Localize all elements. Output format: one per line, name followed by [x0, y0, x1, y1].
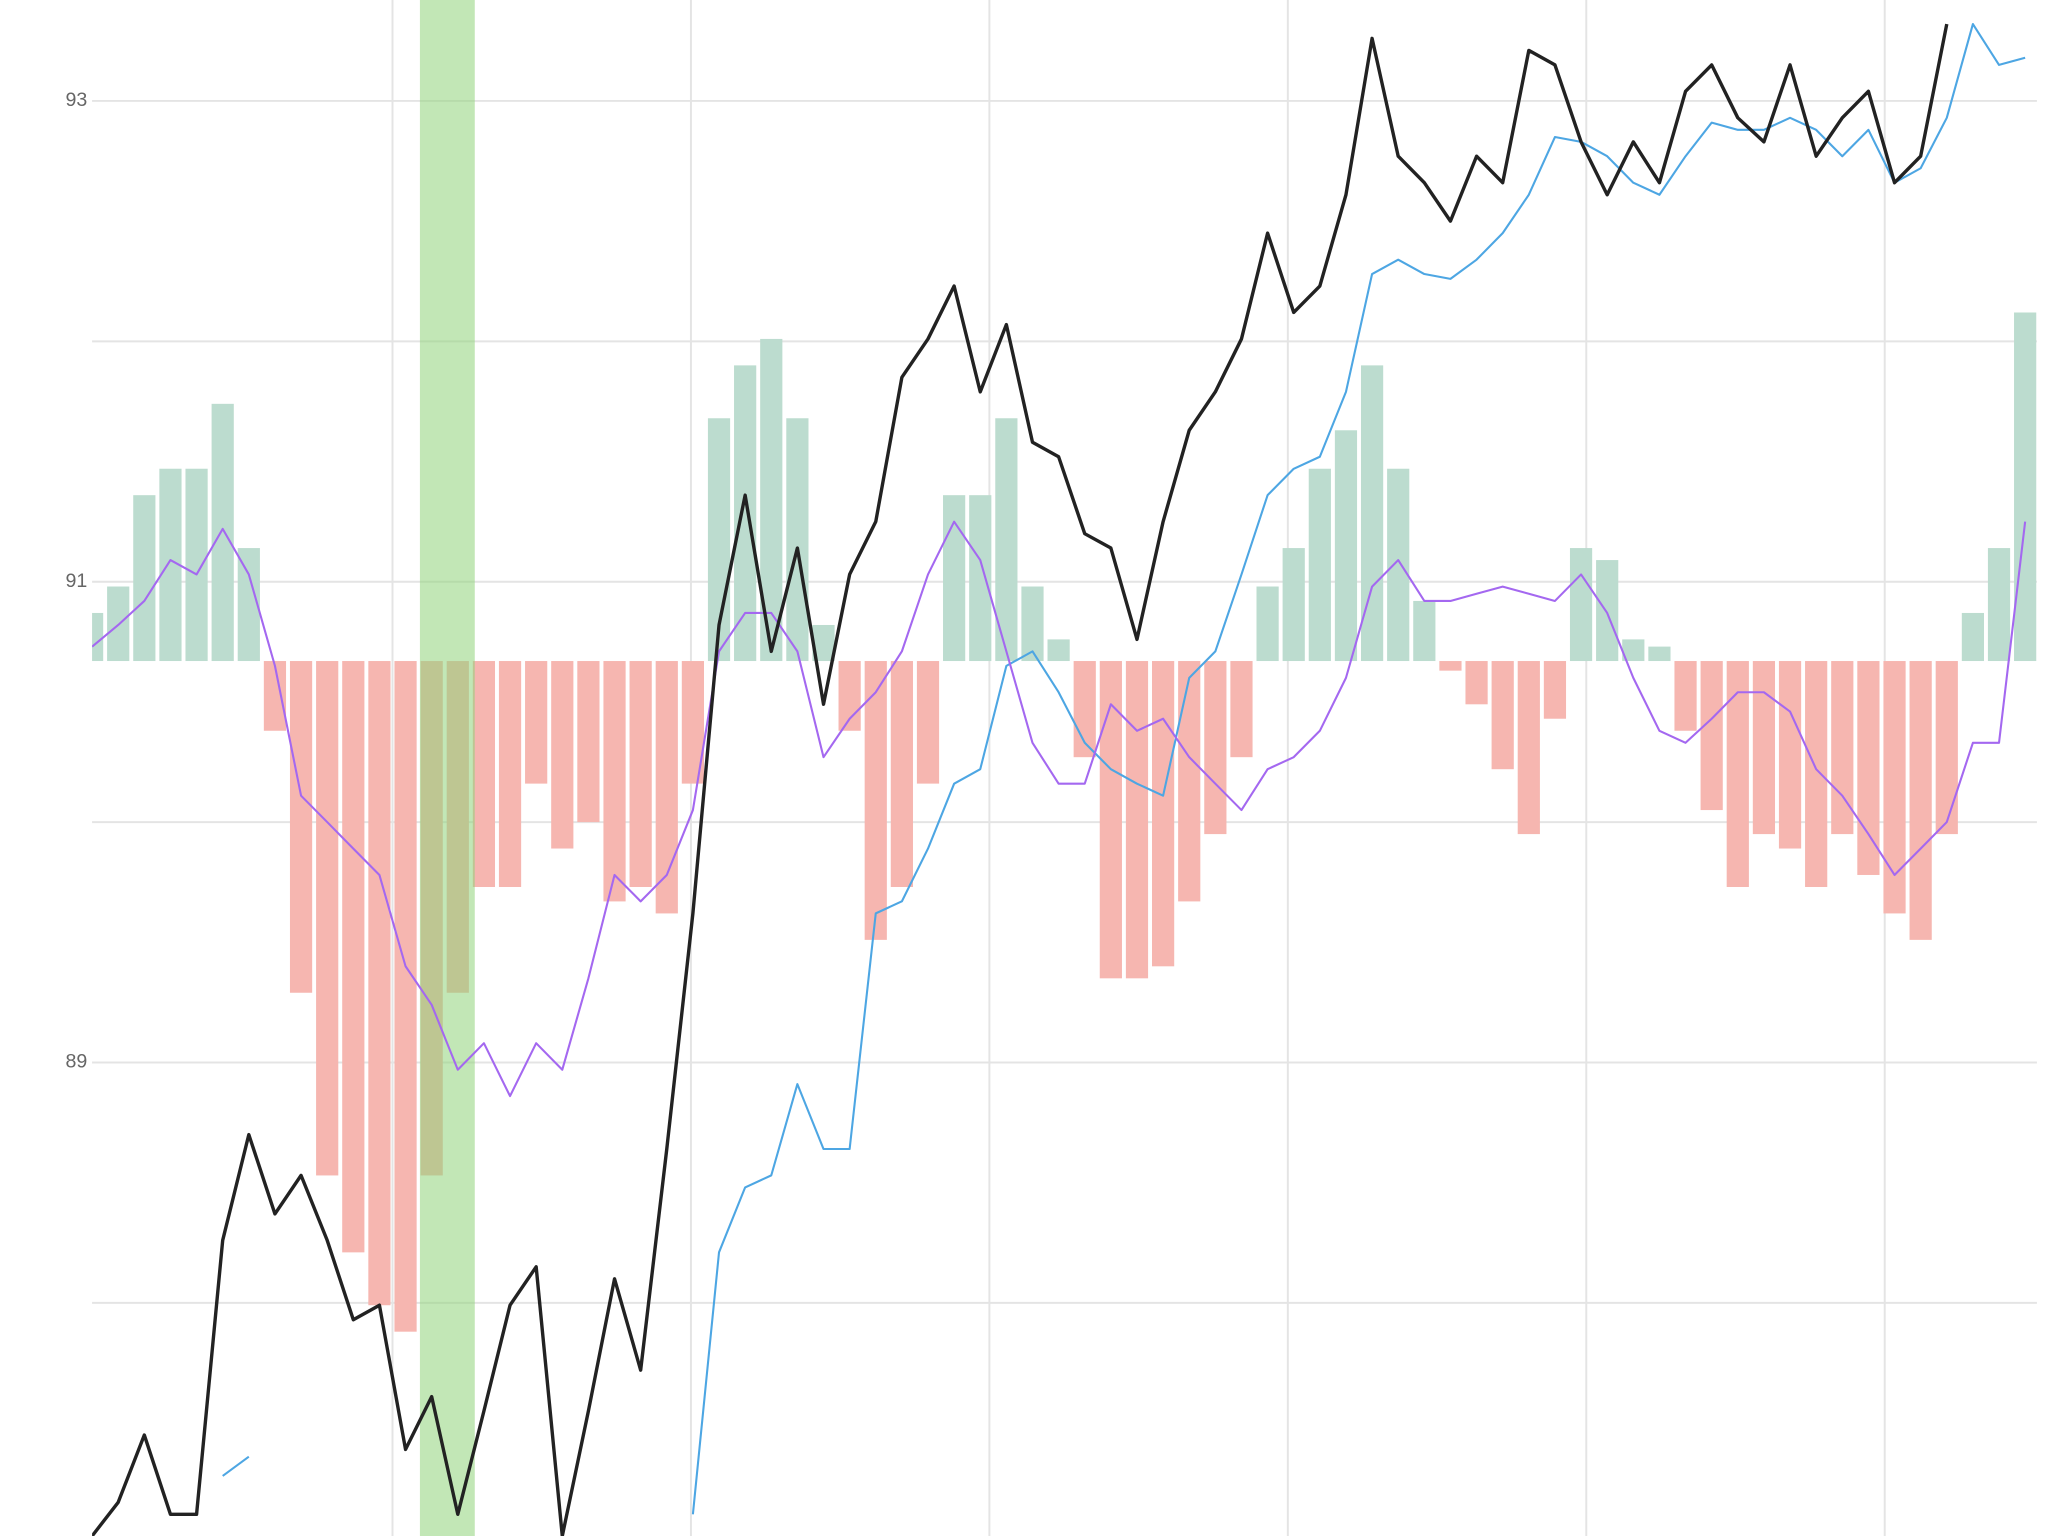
histogram-bar: [1935, 661, 1958, 835]
histogram-bar: [864, 661, 887, 940]
histogram-bar: [577, 661, 600, 823]
histogram-bar: [1021, 586, 1044, 662]
histogram-bar: [1152, 661, 1175, 967]
histogram-bar: [1439, 661, 1462, 671]
histogram-bar: [1517, 661, 1540, 835]
histogram-bar: [995, 418, 1018, 662]
histogram-bar: [1700, 661, 1723, 811]
highlight-band: [419, 0, 475, 1536]
histogram-bar: [1413, 600, 1436, 662]
y-tick-label: 91: [66, 570, 88, 592]
histogram-bar: [943, 495, 966, 662]
histogram-bar: [734, 365, 757, 662]
plot-area: [92, 0, 2037, 1536]
histogram-bar: [2014, 312, 2037, 662]
histogram-bar: [1596, 560, 1619, 662]
histogram-bar: [1987, 548, 2011, 662]
histogram-bar: [890, 661, 913, 887]
histogram-bar: [394, 661, 417, 1332]
histogram-bar: [289, 661, 313, 993]
histogram-bar: [472, 661, 496, 887]
histogram-bar: [760, 338, 783, 662]
histogram-bar: [916, 661, 940, 784]
histogram-bar: [1883, 661, 1906, 914]
histogram-bar: [133, 495, 156, 662]
histogram-bar: [316, 661, 339, 1176]
histogram-bar: [1387, 468, 1410, 662]
histogram-bar: [629, 661, 652, 887]
histogram-bar: [368, 661, 391, 1306]
histogram-bar: [185, 468, 208, 662]
histogram-bar: [1648, 646, 1671, 662]
series-line: [92, 23, 1949, 1536]
histogram-bar: [1805, 661, 1828, 887]
histogram-bar: [211, 403, 234, 662]
histogram-bar: [551, 661, 574, 849]
histogram-bar: [1465, 661, 1488, 705]
histogram-bar: [1230, 661, 1253, 758]
histogram-bar: [655, 661, 678, 914]
histogram-bar: [263, 661, 287, 731]
histogram-bar: [1360, 365, 1384, 662]
histogram-bar: [342, 661, 365, 1253]
histogram-bar: [812, 624, 835, 662]
histogram-bar: [92, 612, 104, 662]
histogram-bar: [603, 661, 626, 902]
histogram-bar: [1622, 639, 1645, 662]
histogram-bar: [1204, 661, 1227, 835]
histogram-bar: [1282, 548, 1305, 662]
histogram-bar: [969, 495, 992, 662]
histogram-bar: [1099, 661, 1122, 979]
histogram-bar: [1125, 661, 1149, 979]
histogram-bar: [1909, 661, 1932, 940]
histogram-bar: [1752, 661, 1776, 835]
histogram-bar: [498, 661, 522, 887]
histogram-bar: [1491, 661, 1514, 770]
series-line: [222, 22, 2026, 1515]
histogram-bar: [1047, 639, 1070, 662]
histogram-bar: [525, 661, 548, 784]
histogram-bar: [1256, 586, 1279, 662]
histogram-bar: [1674, 661, 1697, 731]
histogram-bar: [1569, 548, 1593, 662]
histogram-bar: [681, 661, 704, 784]
histogram-bar: [1308, 468, 1331, 662]
histogram-bar: [1778, 661, 1802, 849]
histogram-bar: [1726, 661, 1749, 887]
histogram-bar: [1961, 612, 1984, 662]
y-tick-label: 89: [66, 1051, 88, 1073]
histogram-bar: [1857, 661, 1880, 875]
y-axis: 89 91 93: [66, 89, 88, 1073]
histogram-bar: [159, 468, 182, 662]
histogram-bar: [237, 548, 260, 662]
histogram-bar: [786, 418, 809, 662]
series-line: [92, 520, 2027, 1098]
histogram-bar: [1334, 430, 1358, 662]
histogram-bar: [1178, 661, 1201, 902]
histogram-bar: [1543, 661, 1567, 719]
y-tick-label: 93: [66, 89, 88, 111]
